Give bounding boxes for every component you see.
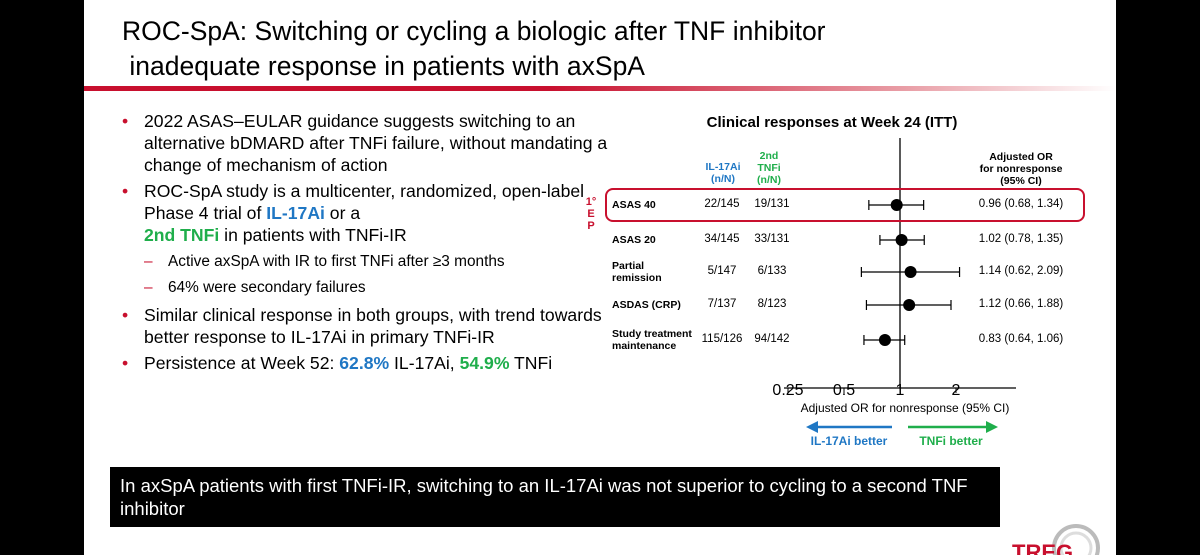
il17-highlight: IL-17Ai	[266, 203, 325, 223]
favors-right-arrowhead	[986, 421, 998, 433]
il17-count: 34/145	[704, 233, 740, 245]
x-axis-label: Adjusted OR for nonresponse (95% CI)	[800, 401, 1010, 415]
col-header-or: Adjusted OR for nonresponse (95% CI)	[979, 151, 1063, 187]
bullet-text: or a	[324, 203, 361, 223]
bullet-text: Similar clinical response in both groups…	[144, 305, 602, 347]
favors-left-arrowhead	[806, 421, 818, 433]
forest-plot-svg	[605, 138, 1085, 433]
sub-bullet-secondary: – 64% were secondary failures	[120, 278, 610, 298]
bullet-dot: •	[122, 305, 129, 325]
title-line-1: ROC-SpA: Switching or cycling a biologic…	[122, 16, 826, 46]
primary-endpoint-box	[605, 188, 1085, 222]
col-header-il17: IL-17Ai (n/N)	[705, 161, 741, 185]
sub-bullet-active: – Active axSpA with IR to first TNFi aft…	[120, 252, 610, 272]
or-text: 0.83 (0.64, 1.06)	[978, 333, 1064, 345]
or-point	[895, 234, 908, 246]
or-text: 1.12 (0.66, 1.88)	[978, 298, 1064, 310]
tnf-count: 33/131	[754, 233, 790, 245]
or-text: 1.02 (0.78, 1.35)	[978, 233, 1064, 245]
bullet-list: • 2022 ASAS–EULAR guidance suggests swit…	[120, 110, 610, 378]
bullet-persistence: • Persistence at Week 52: 62.8% IL-17Ai,…	[120, 352, 610, 374]
tnf-highlight: 2nd TNFi	[144, 225, 220, 245]
bullet-text: IL-17Ai,	[389, 353, 460, 373]
tnf-count: 6/133	[757, 265, 787, 277]
bullet-text: in patients with TNFi-IR	[219, 225, 407, 245]
il17-count: 7/137	[707, 298, 737, 310]
or-point	[878, 334, 891, 346]
il17-count: 22/145	[704, 198, 740, 210]
tnf-count: 19/131	[754, 198, 790, 210]
sub-bullet-text: Active axSpA with IR to first TNFi after…	[168, 253, 505, 270]
row-label: ASAS 40	[612, 199, 656, 211]
logo-text: TREG	[1012, 540, 1073, 555]
bullet-dot: •	[122, 111, 129, 131]
il17-persistence-value: 62.8%	[339, 353, 390, 373]
tnf-persistence-value: 54.9%	[459, 353, 510, 373]
il17-count: 115/126	[701, 333, 743, 345]
x-tick-label: 2	[951, 382, 961, 399]
il17-count: 5/147	[707, 265, 737, 277]
bullet-similar-response: • Similar clinical response in both grou…	[120, 304, 610, 348]
primary-endpoint-marker: 1° E P	[585, 196, 597, 232]
row-label: Partial remission	[612, 260, 662, 284]
bullet-text: Persistence at Week 52:	[144, 353, 340, 373]
tnf-count: 8/123	[757, 298, 787, 310]
title-underline	[84, 86, 1116, 91]
bullet-text: TNFi	[509, 353, 553, 373]
slide-title: ROC-SpA: Switching or cycling a biologic…	[122, 14, 1102, 84]
sub-bullet-dash: –	[144, 253, 153, 270]
favors-left-label: IL-17Ai better	[810, 434, 888, 448]
or-point	[903, 299, 916, 311]
or-point	[904, 266, 917, 278]
chart-title: Clinical responses at Week 24 (ITT)	[706, 114, 958, 131]
col-header-tnf: 2nd TNFi (n/N)	[757, 150, 781, 186]
or-text: 0.96 (0.68, 1.34)	[978, 198, 1064, 210]
bullet-text: ROC-SpA study is a multicenter, randomiz…	[144, 181, 585, 223]
congress-logo: TREG	[1012, 524, 1100, 555]
tnf-count: 94/142	[754, 333, 790, 345]
title-line-2: inadequate response in patients with axS…	[122, 51, 645, 81]
sub-bullet-dash: –	[144, 279, 153, 296]
x-tick-label: 1	[895, 382, 905, 399]
row-label: ASDAS (CRP)	[612, 299, 681, 311]
sub-bullet-text: 64% were secondary failures	[168, 279, 366, 296]
or-point	[890, 199, 903, 211]
right-black-border	[1116, 0, 1200, 555]
left-black-border	[0, 0, 84, 555]
or-text: 1.14 (0.62, 2.09)	[978, 265, 1064, 277]
bullet-guidance: • 2022 ASAS–EULAR guidance suggests swit…	[120, 110, 610, 176]
forest-plot: Clinical responses at Week 24 (ITT) IL-17…	[584, 100, 1116, 460]
bullet-text: 2022 ASAS–EULAR guidance suggests switch…	[144, 111, 608, 175]
x-tick-label: 0.5	[832, 382, 856, 399]
slide: ROC-SpA: Switching or cycling a biologic…	[84, 0, 1116, 555]
row-label: ASAS 20	[612, 234, 656, 246]
row-label: Study treatment maintenance	[612, 328, 692, 352]
x-tick-label: 0.25	[772, 382, 804, 399]
favors-right-label: TNFi better	[919, 434, 983, 448]
bullet-study: • ROC-SpA study is a multicenter, random…	[120, 180, 610, 246]
bullet-dot: •	[122, 353, 129, 373]
bullet-dot: •	[122, 181, 129, 201]
conclusion-box: In axSpA patients with first TNFi-IR, sw…	[110, 467, 1000, 527]
